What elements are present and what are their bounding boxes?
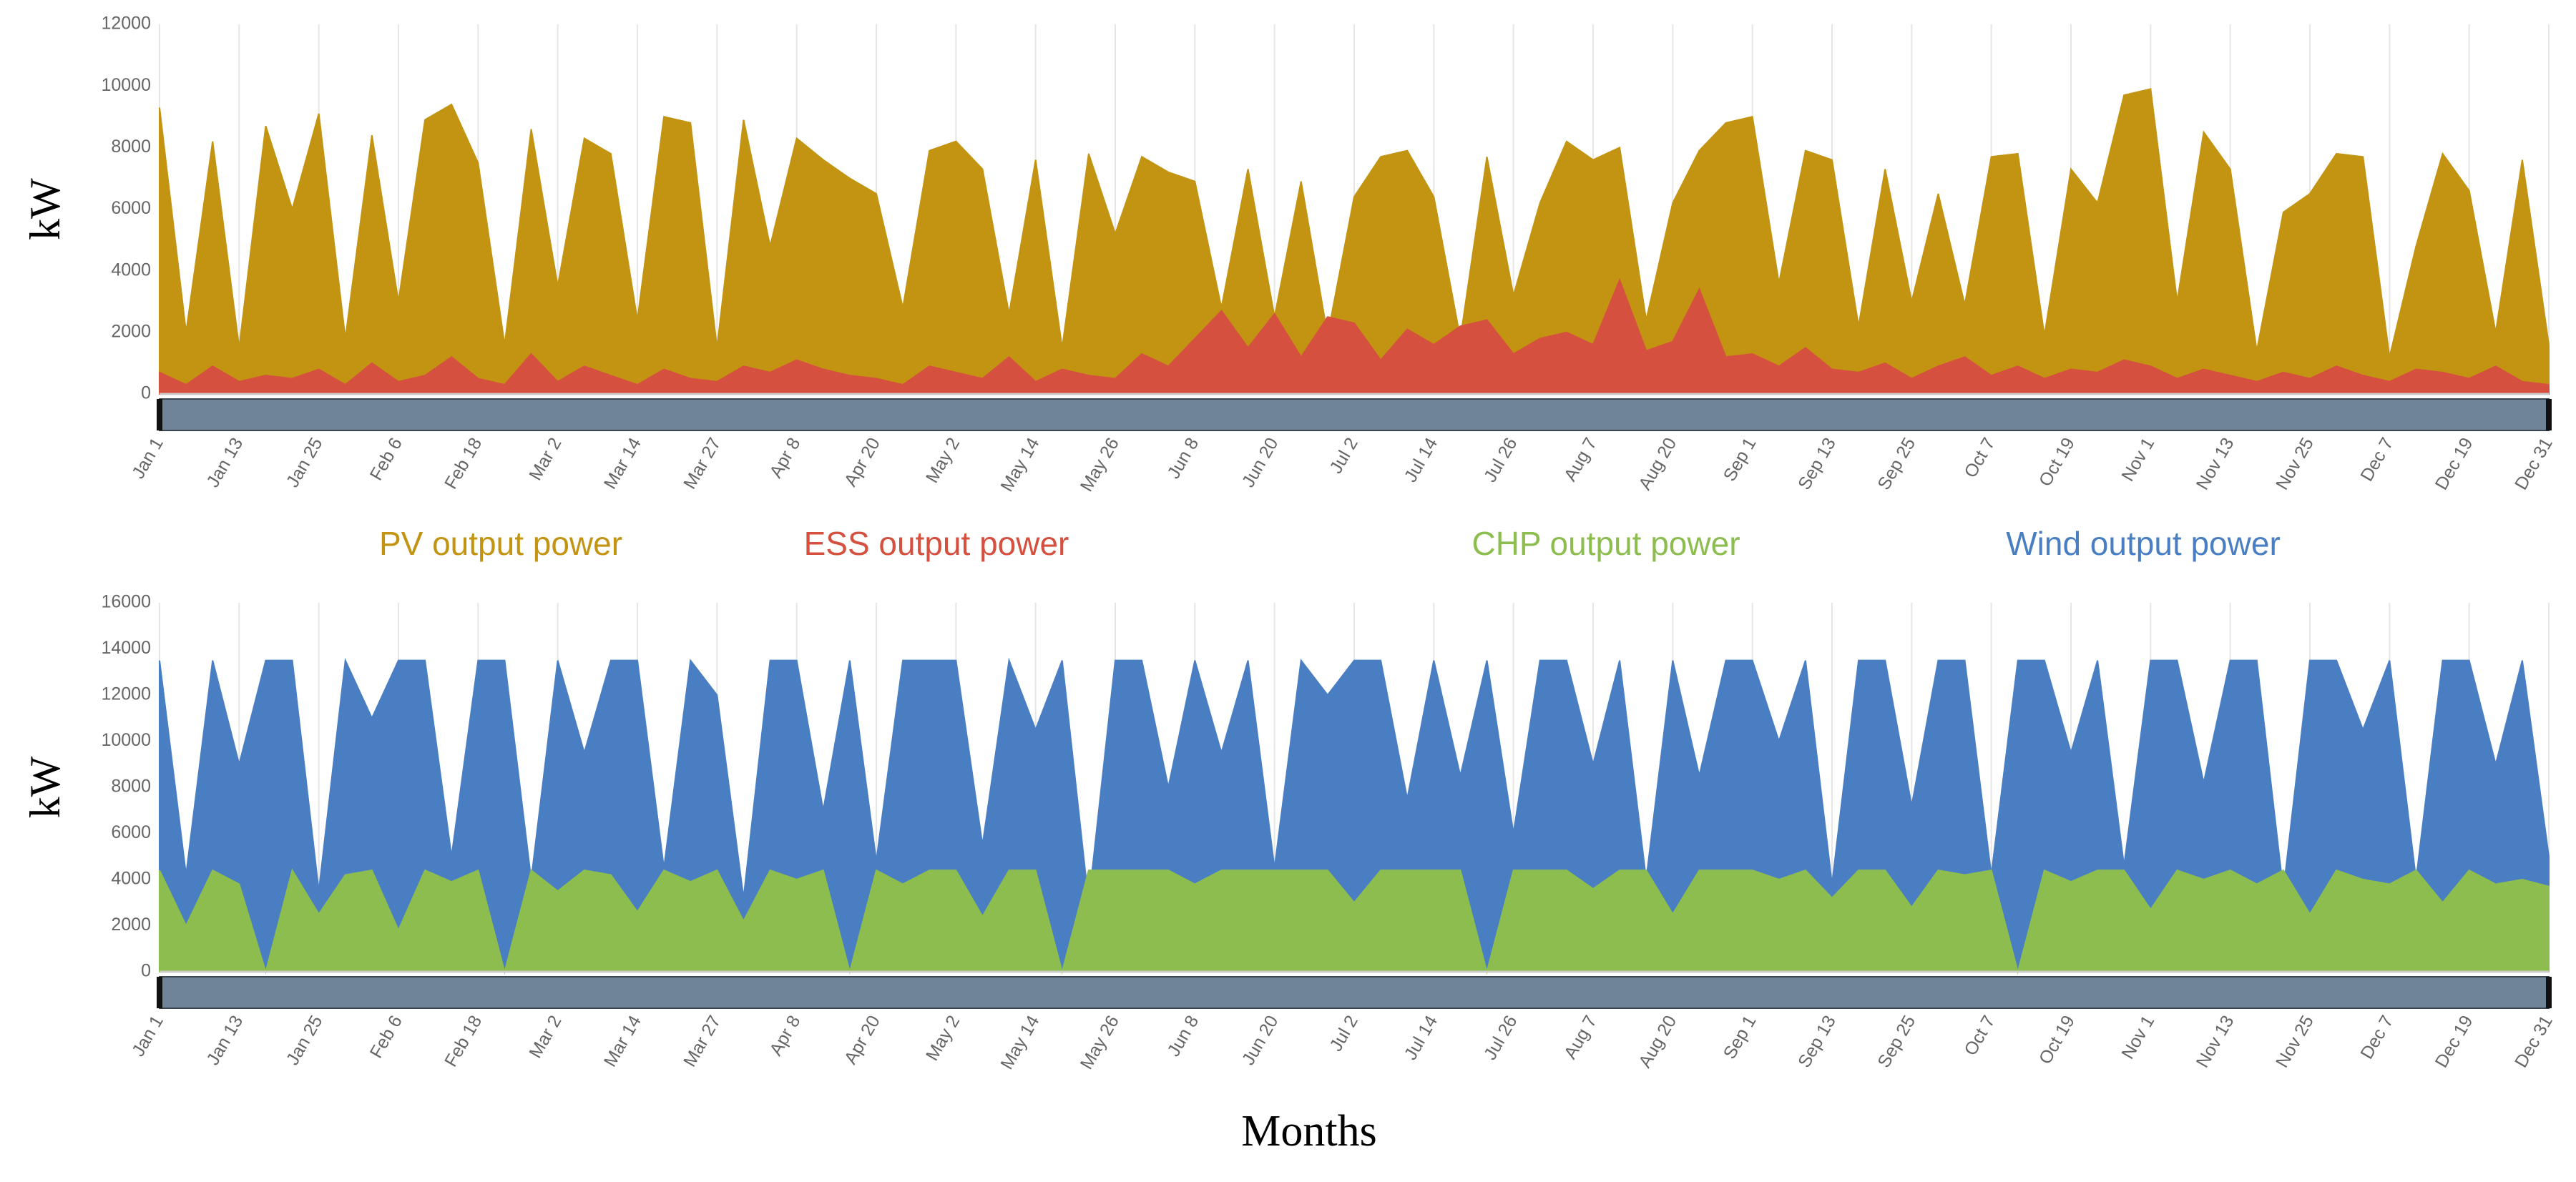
navigator-handle <box>2546 977 2552 1008</box>
y-tick-label: 2000 <box>111 321 151 341</box>
y-tick-label: 8000 <box>111 137 151 157</box>
y-tick-label: 6000 <box>111 822 151 842</box>
y-tick-label: 2000 <box>111 915 151 935</box>
area <box>159 277 2550 395</box>
y-tick-label: 4000 <box>111 869 151 889</box>
y-tick-label: 16000 <box>101 592 151 612</box>
y-axis-label: kW <box>21 756 69 818</box>
y-tick-label: 6000 <box>111 198 151 218</box>
area <box>159 88 2550 395</box>
legend-entry: CHP output power <box>1471 525 1740 562</box>
y-tick-label: 12000 <box>101 684 151 704</box>
y-tick-label: 10000 <box>101 730 151 750</box>
y-tick-label: 0 <box>141 961 151 981</box>
y-tick-label: 0 <box>141 383 151 403</box>
navigator <box>159 398 2550 431</box>
legend-entry: PV output power <box>379 525 622 562</box>
navigator-handle <box>157 977 162 1008</box>
y-tick-label: 14000 <box>101 638 151 658</box>
x-axis-label: Months <box>1241 1107 1376 1156</box>
navigator-handle <box>157 399 162 430</box>
y-axis-label: kW <box>21 178 69 240</box>
y-tick-label: 8000 <box>111 777 151 797</box>
y-tick-label: 12000 <box>101 14 151 34</box>
area <box>159 868 2550 975</box>
legend-entry: ESS output power <box>804 525 1069 562</box>
legend-entry: Wind output power <box>2006 525 2281 562</box>
y-tick-label: 10000 <box>101 75 151 95</box>
navigator-handle <box>2546 399 2552 430</box>
navigator <box>159 976 2550 1009</box>
y-tick-label: 4000 <box>111 260 151 280</box>
